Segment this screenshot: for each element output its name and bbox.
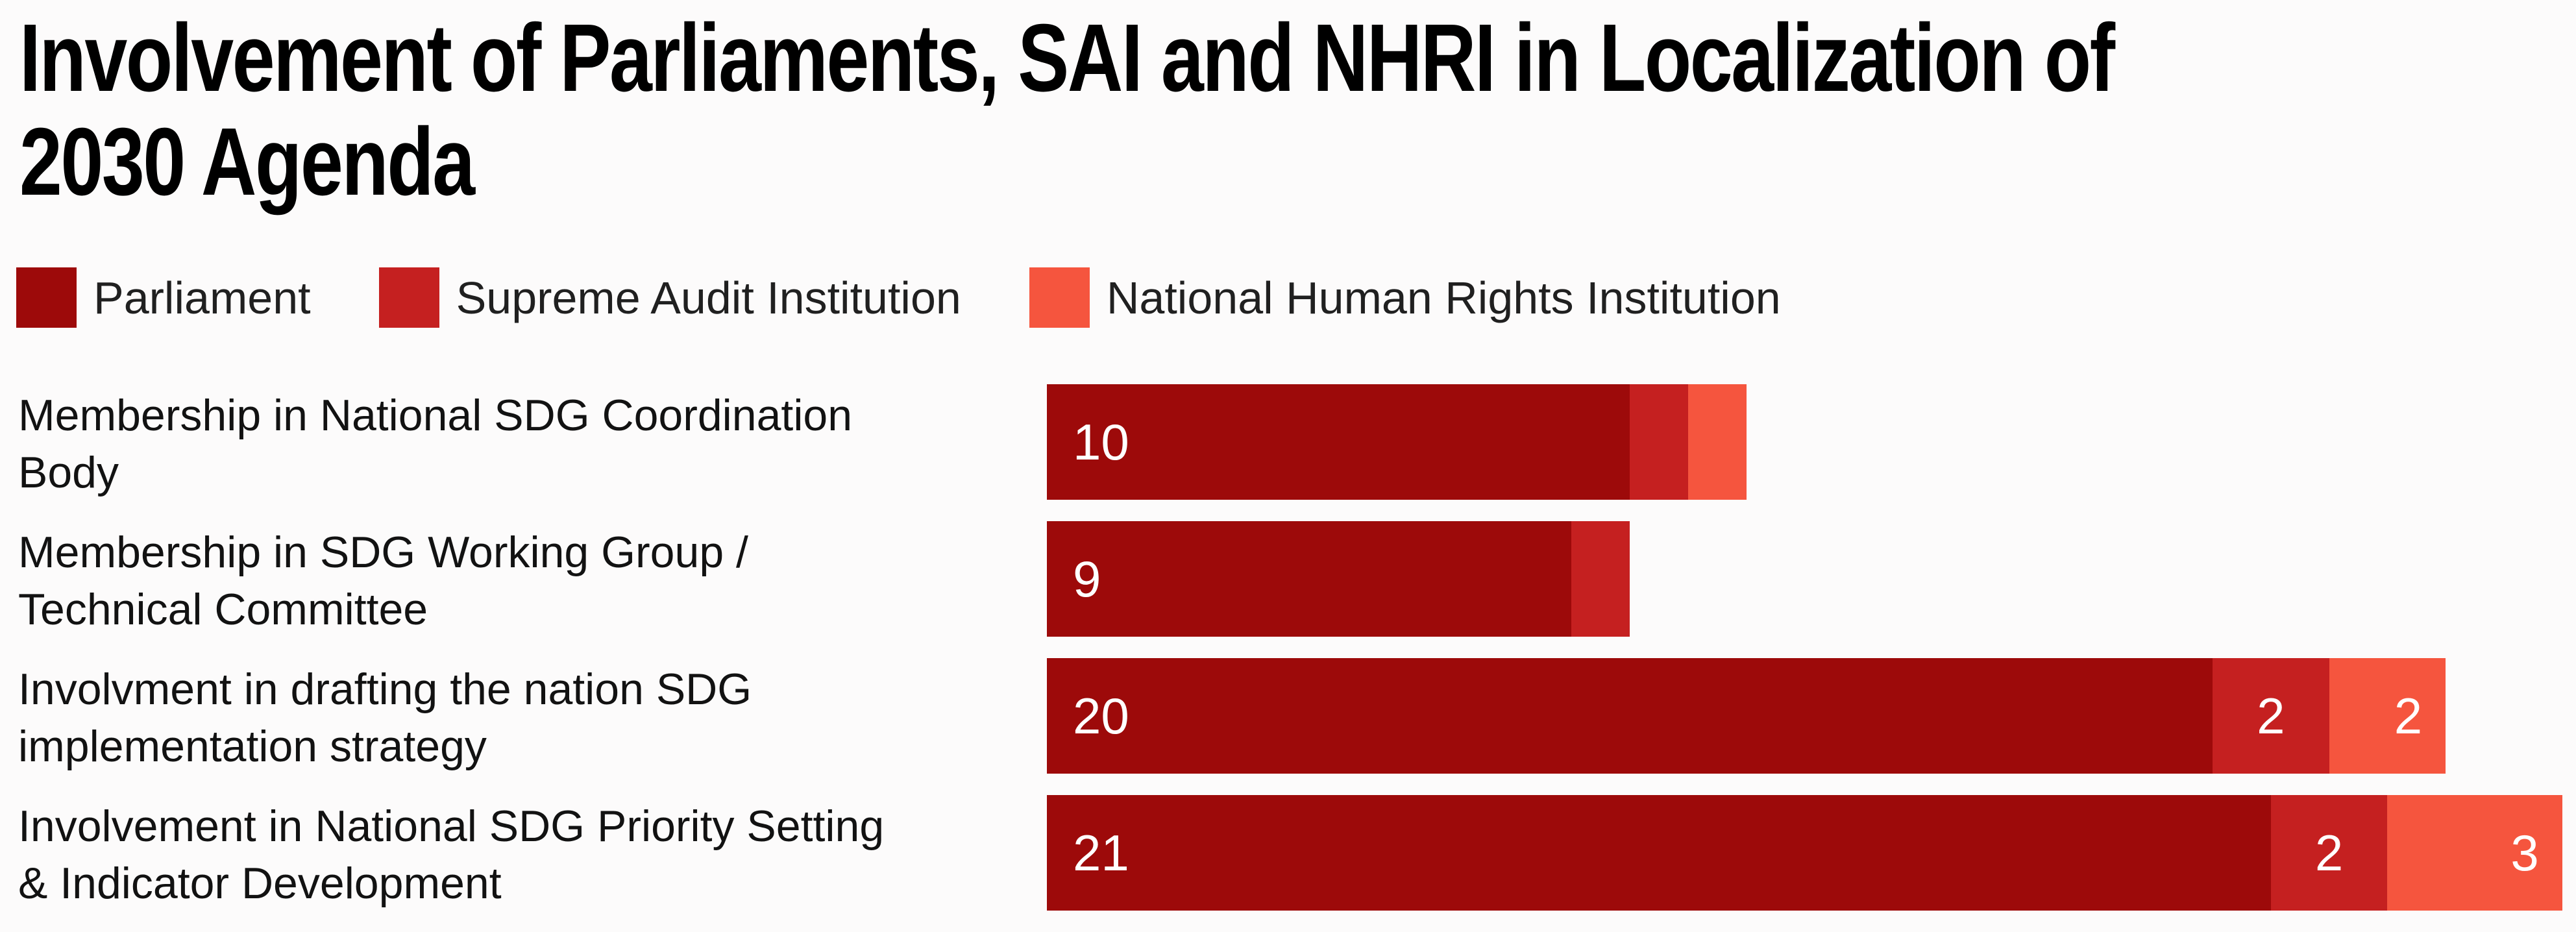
stacked-bar: 9	[1047, 521, 1630, 637]
bar-segment: 21	[1047, 795, 2271, 911]
legend-swatch-parliament	[16, 267, 77, 328]
chart-row: Involvement in National SDG Priority Set…	[0, 795, 2576, 911]
legend-label-nhri: National Human Rights Institution	[1106, 272, 1781, 323]
legend-swatch-nhri	[1029, 267, 1090, 328]
bar-segment: 2	[2213, 658, 2329, 774]
bar-segment: 10	[1047, 384, 1630, 500]
category-label-line: Involvment in drafting the nation SDG	[18, 665, 752, 714]
chart-title: Involvement of Parliaments, SAI and NHRI…	[19, 5, 2115, 215]
legend-label-sai: Supreme Audit Institution	[456, 272, 961, 323]
chart-row: Membership in SDG Working Group / Technic…	[0, 521, 2576, 637]
bar-rows: Membership in National SDG Coordination B…	[0, 384, 2576, 932]
bar-segment: 9	[1047, 521, 1572, 637]
bar-segment	[1571, 521, 1630, 637]
chart-title-line-1: Involvement of Parliaments, SAI and NHRI…	[19, 5, 2115, 112]
category-label-line: Membership in National SDG Coordination	[18, 391, 853, 440]
chart-row: Involvment in drafting the nation SDG imp…	[0, 658, 2576, 774]
category-label: Involvement in National SDG Priority Set…	[0, 795, 1047, 911]
stacked-bar: 10	[1047, 384, 1747, 500]
bar-segment	[1687, 384, 1747, 500]
bar-value-label: 21	[1073, 824, 1129, 881]
chart-title-line-2: 2030 Agenda	[19, 108, 475, 215]
legend-label-parliament: Parliament	[93, 272, 311, 323]
legend-item-nhri: National Human Rights Institution	[1029, 267, 1781, 328]
category-label: Involvment in drafting the nation SDG imp…	[0, 658, 1047, 774]
legend-item-parliament: Parliament	[16, 267, 311, 328]
category-label-line: Technical Committee	[18, 585, 428, 634]
category-label-line: Involvement in National SDG Priority Set…	[18, 802, 885, 851]
bar-segment: 20	[1047, 658, 2213, 774]
bar-value-label: 2	[2257, 687, 2285, 744]
category-label-line: implementation strategy	[18, 722, 487, 771]
legend-swatch-sai	[378, 267, 439, 328]
legend-item-sai: Supreme Audit Institution	[378, 267, 961, 328]
bar-segment: 2	[2329, 658, 2446, 774]
stacked-bar: 20 2 2	[1047, 658, 2446, 774]
bar-value-label: 2	[2314, 824, 2344, 881]
category-label: Membership in SDG Working Group / Technic…	[0, 521, 1047, 637]
bar-value-label: 20	[1073, 687, 1129, 744]
chart-row: Membership in National SDG Coordination B…	[0, 384, 2576, 500]
category-label-line: Membership in SDG Working Group /	[18, 528, 748, 577]
category-label-line: & Indicator Development	[18, 859, 502, 908]
bar-segment: 2	[2270, 795, 2388, 911]
bar-segment	[1630, 384, 1688, 500]
stacked-bar: 21 2 3	[1047, 795, 2562, 911]
bar-value-label: 3	[2510, 824, 2539, 881]
bar-value-label: 9	[1073, 550, 1101, 607]
legend: Parliament Supreme Audit Institution Nat…	[16, 267, 1781, 328]
category-label-line: Body	[18, 448, 119, 497]
bar-segment: 3	[2387, 795, 2562, 911]
category-label: Membership in National SDG Coordination B…	[0, 384, 1047, 500]
bar-value-label: 10	[1073, 413, 1129, 471]
bar-value-label: 2	[2394, 687, 2423, 744]
